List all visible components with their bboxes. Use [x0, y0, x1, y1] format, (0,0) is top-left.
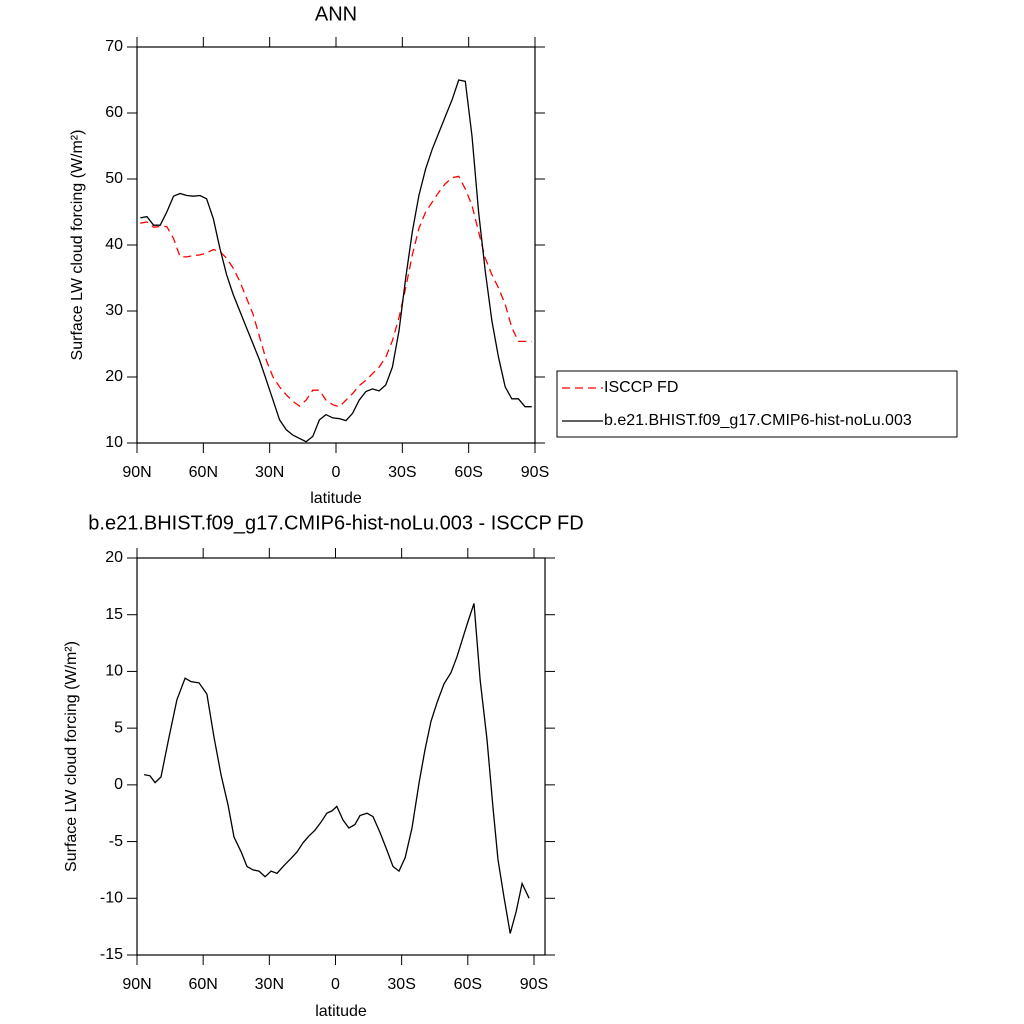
y-tick-label: 10: [105, 434, 123, 451]
y-tick-label: 30: [105, 302, 123, 319]
plot-frame: [136, 557, 546, 956]
y-tick-label: 0: [114, 776, 123, 793]
y-tick-label: 20: [105, 368, 123, 385]
y-axis-label: Surface LW cloud forcing (W/m²): [69, 130, 86, 361]
legend-box: [556, 370, 958, 438]
x-tick-label: 30S: [388, 464, 416, 481]
y-tick-label: -10: [100, 890, 123, 907]
y-axis-label: Surface LW cloud forcing (W/m²): [63, 641, 80, 872]
y-tick-label: 60: [105, 104, 123, 121]
x-tick-label: 0: [331, 976, 340, 993]
x-tick-label: 90S: [520, 976, 548, 993]
y-tick-label: -15: [100, 946, 123, 963]
y-tick-label: -5: [109, 833, 123, 850]
y-tick-label: 15: [105, 606, 123, 623]
x-tick-label: 60N: [188, 976, 217, 993]
y-tick-label: 20: [105, 549, 123, 566]
y-tick-label: 70: [105, 38, 123, 55]
x-tick-label: 60S: [454, 464, 482, 481]
y-tick-label: 10: [105, 663, 123, 680]
data-line: [140, 175, 532, 408]
x-tick-label: 60S: [454, 976, 482, 993]
x-tick-label: 90N: [122, 464, 151, 481]
y-tick-label: 50: [105, 170, 123, 187]
y-tick-label: 40: [105, 236, 123, 253]
x-tick-label: 30N: [255, 976, 284, 993]
data-line: [140, 79, 532, 443]
legend-label: ISCCP FD: [604, 379, 678, 396]
x-axis-label: latitude: [315, 1003, 367, 1020]
legend-label: b.e21.BHIST.f09_g17.CMIP6-hist-noLu.003: [604, 412, 912, 429]
chart-title: ANN: [315, 3, 357, 25]
chart-title: b.e21.BHIST.f09_g17.CMIP6-hist-noLu.003 …: [88, 512, 583, 534]
x-axis-label: latitude: [310, 490, 362, 507]
x-tick-label: 0: [332, 464, 341, 481]
y-tick-label: 5: [114, 719, 123, 736]
data-line: [143, 603, 530, 934]
x-tick-label: 30S: [387, 976, 415, 993]
x-tick-label: 90N: [122, 976, 151, 993]
x-tick-label: 90S: [521, 464, 549, 481]
x-tick-label: 30N: [255, 464, 284, 481]
x-tick-label: 60N: [189, 464, 218, 481]
